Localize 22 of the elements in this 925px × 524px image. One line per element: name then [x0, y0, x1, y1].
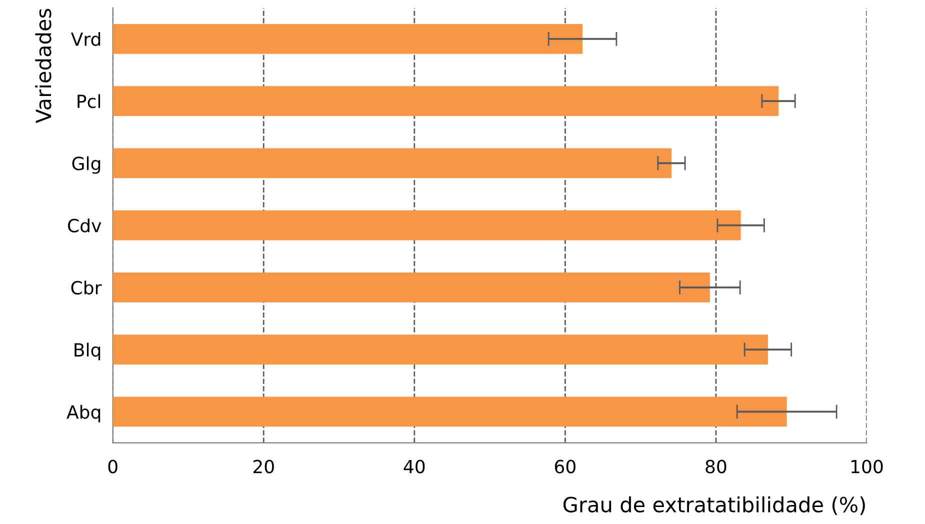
bar [112, 148, 672, 178]
bar [112, 396, 787, 427]
bar [112, 86, 779, 116]
y-tick-label: Cdv [68, 218, 102, 232]
y-tick-label: Vrd [70, 32, 100, 46]
x-tick-label: 40 [404, 460, 425, 474]
y-tick-label: Glg [72, 156, 100, 174]
y-axis-title: Variedades [35, 8, 52, 124]
x-tick-label: 0 [108, 460, 118, 474]
x-tick-label: 20 [253, 460, 274, 474]
y-tick-label: Cbr [71, 280, 102, 295]
y-tick-label: Pcl [78, 94, 100, 108]
bar [112, 334, 768, 364]
bar [112, 272, 710, 302]
y-tick-label: Blq [74, 342, 100, 360]
bar [112, 24, 583, 54]
x-axis-title: Grau de extratatibilidade (%) [563, 496, 865, 515]
x-tick-label: 60 [554, 460, 576, 474]
y-tick-label: Abq [66, 404, 100, 422]
x-tick-label: 100 [851, 460, 883, 474]
bar [112, 210, 741, 240]
x-tick-label: 80 [706, 460, 726, 474]
